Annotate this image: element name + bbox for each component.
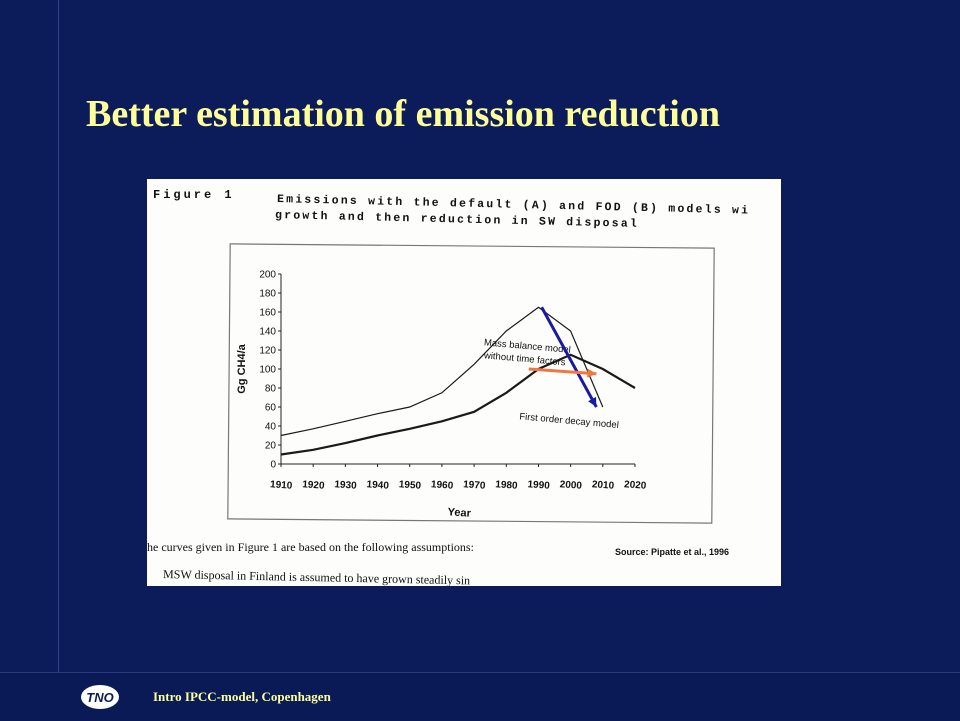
svg-text:TNO: TNO — [86, 690, 113, 705]
figure-source: Source: Pipatte et al., 1996 — [615, 547, 729, 557]
x-tick-label: 2020 — [624, 479, 647, 492]
figure-label: Figure 1 — [153, 188, 235, 202]
scanned-figure: Figure 1 Emissions with the default (A) … — [147, 179, 781, 586]
series-line-1 — [280, 306, 604, 437]
y-tick-label: 0 — [270, 460, 276, 471]
y-tick-label: 140 — [259, 327, 276, 338]
y-axis-label: Gg CH4/a — [236, 343, 248, 393]
slide-divider-line — [58, 0, 59, 672]
orange-arrow-head — [587, 368, 597, 378]
y-tick-label: 120 — [259, 346, 276, 357]
y-tick-label: 80 — [265, 384, 277, 395]
series-label-3: First order decay model — [519, 411, 619, 431]
x-tick-label: 2000 — [559, 479, 582, 492]
x-tick-label: 1940 — [366, 479, 389, 492]
chart-frame — [227, 243, 715, 524]
footer-text: Intro IPCC-model, Copenhagen — [153, 689, 331, 704]
footer-bar: TNO Intro IPCC-model, Copenhagen — [0, 672, 960, 721]
x-tick-label: 1960 — [431, 479, 454, 492]
plot-area: 0 20 40 60 80 100 120 140 160 180 200 1910 1920 1930 1… — [236, 270, 647, 520]
blue-arrow-head — [588, 396, 597, 407]
figure-note-2: MSW disposal in Finland is assumed to ha… — [163, 567, 470, 586]
x-tick-label: 1970 — [463, 479, 486, 492]
x-tick-label: 1930 — [334, 479, 357, 492]
slide-title: Better estimation of emission reduction — [86, 93, 720, 135]
y-tick-label: 100 — [259, 365, 276, 376]
y-tick-label: 40 — [265, 422, 277, 433]
y-tick-label: 180 — [259, 289, 276, 300]
y-tick-label: 200 — [259, 270, 276, 281]
x-axis-label: Year — [447, 506, 472, 520]
x-tick-label: 1920 — [302, 479, 325, 492]
x-tick-label: 1950 — [398, 479, 421, 492]
tno-logo-icon: TNO — [81, 685, 119, 709]
x-tick-label: 1990 — [527, 479, 550, 492]
x-tick-label: 1980 — [495, 479, 518, 492]
emissions-chart: Figure 1 Emissions with the default (A) … — [147, 188, 750, 586]
x-tick-label: 2010 — [592, 479, 615, 492]
y-tick-label: 20 — [265, 441, 277, 452]
y-tick-label: 160 — [259, 308, 276, 319]
series-line-2 — [280, 353, 636, 456]
blue-arrow-line — [540, 306, 598, 408]
figure-note-1: he curves given in Figure 1 are based on… — [147, 540, 474, 554]
y-tick-label: 60 — [265, 403, 277, 414]
x-tick-label: 1910 — [270, 479, 293, 492]
orange-arrow-line — [528, 367, 597, 376]
